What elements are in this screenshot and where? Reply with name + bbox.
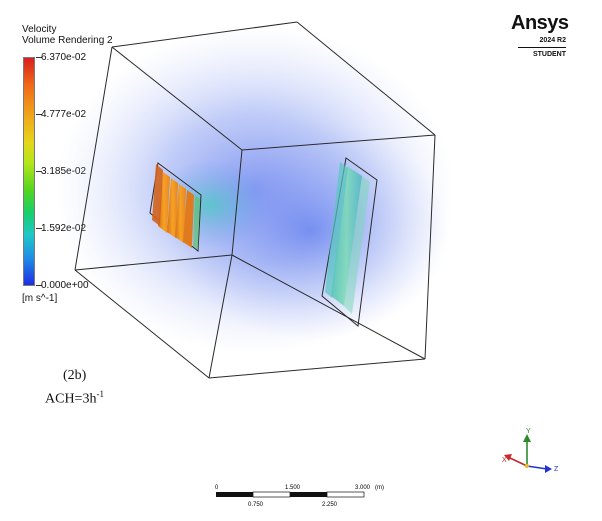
scale-label-0750: 0.750 [248,502,264,508]
legend-rendering-name: Volume Rendering 2 [22,35,113,46]
caption-ach: ACH=3h-1 [45,385,104,409]
axis-triad: Y Z X [502,428,559,473]
triad-x-label: X [502,457,507,464]
legend-tick [36,228,42,229]
brand-edition: STUDENT [532,51,566,58]
box-edge [208,254,233,379]
inlet-diffuser [149,162,202,252]
legend-tick [36,285,42,286]
box-edge [111,46,243,151]
ansys-logo: Ansys 2024 R2 STUDENT [511,12,569,58]
box-edge [74,254,233,271]
triad-z-label: Z [554,466,559,473]
box-edge [296,21,436,136]
caption-label: (2b) [63,368,87,383]
scale-segment [252,491,291,498]
legend-tick-label-min: 0.000e+00 [41,280,89,291]
figure-caption: (2b) ACH=3h-1 [45,366,104,409]
legend-tick-label: 4.777e-02 [41,109,87,120]
brand-version: 2024 R2 [539,37,566,44]
scale-label-1500: 1.500 [285,485,301,491]
brand-divider [518,47,566,48]
scale-segment [326,491,365,498]
scale-label-2250: 2.250 [322,502,338,508]
box-edge [231,149,243,256]
legend-title: Velocity Volume Rendering 2 [22,24,113,46]
box-edge [74,269,210,379]
legend-tick [36,114,42,115]
box-edge [74,46,113,271]
legend-units: [m s^-1] [22,293,58,304]
scale-label-0: 0 [215,485,219,491]
scale-label-3000: 3.000 [355,485,371,491]
legend-variable: Velocity [22,24,57,35]
triad-y-label: Y [526,428,531,435]
legend-tick [36,57,42,58]
scale-bar: 0 1.500 3.000 (m) 0.750 2.250 [215,485,384,508]
scale-segment [290,492,327,497]
legend-tick-label-max: 6.370e-02 [41,52,87,63]
domain-box-edges [74,21,436,379]
caption-ach-text: ACH=3h [45,391,97,407]
box-edge [208,358,426,379]
box-edge [111,21,298,48]
brand-name: Ansys [511,12,569,34]
legend-tick [36,171,42,172]
legend-colorbar [23,57,35,286]
outlet-vent [321,157,378,327]
scale-segment [216,492,253,497]
caption-ach-exponent: -1 [96,389,104,399]
box-edge [424,134,436,360]
scale-unit: (m) [375,485,384,491]
box-edge [231,254,426,360]
box-edge [241,134,436,151]
